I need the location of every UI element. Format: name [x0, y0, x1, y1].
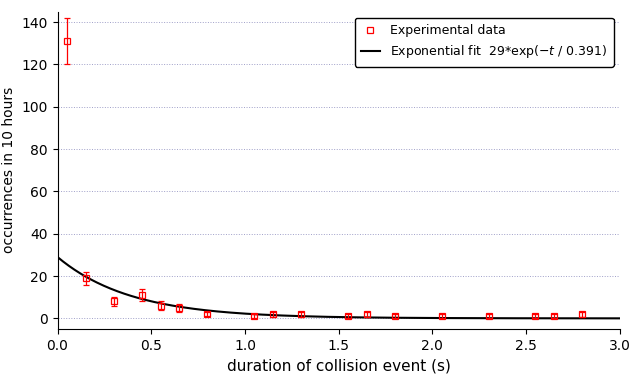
X-axis label: duration of collision event (s): duration of collision event (s) — [227, 358, 450, 373]
Y-axis label: occurrences in 10 hours: occurrences in 10 hours — [2, 87, 16, 253]
Legend: Experimental data, Exponential fit  29*exp($-t$ / 0.391): Experimental data, Exponential fit 29*ex… — [355, 18, 613, 67]
